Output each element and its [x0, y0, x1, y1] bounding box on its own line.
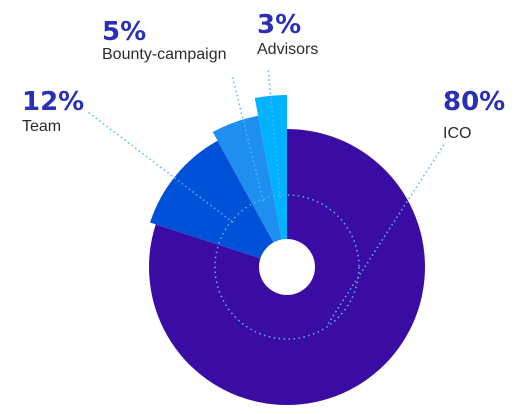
slice-percent-ico: 80%: [443, 87, 505, 117]
slice-percent-bounty-campaign: 5%: [102, 17, 146, 47]
slice-labels: 80% ICO 12%Team 5%Bounty-campaign 3%Advisors: [22, 10, 505, 142]
leader-lines: [87, 67, 446, 325]
slice-percent-team: 12%: [22, 87, 84, 117]
pie-slice-advisors: [254, 95, 287, 267]
leader-line-team: [87, 111, 234, 223]
slice-label-bounty-campaign: Bounty-campaign: [102, 46, 227, 63]
slice-label-advisors: Advisors: [257, 41, 318, 58]
pie-slice-bounty-campaign: [212, 115, 287, 267]
inner-dotted-ring: [214, 194, 360, 340]
slice-label-team: Team: [22, 118, 61, 135]
center-hole: [259, 239, 315, 295]
slice-percent-advisors: 3%: [257, 10, 301, 40]
leader-line-bounty-campaign: [231, 74, 265, 202]
slice-label-ico: ICO: [443, 125, 471, 142]
leader-line-advisors: [267, 67, 282, 198]
pie-slice-team: [150, 140, 287, 267]
